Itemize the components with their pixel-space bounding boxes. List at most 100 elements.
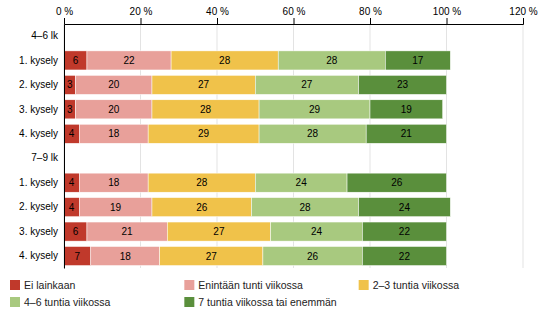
data-label: 17 [412, 55, 424, 66]
tick-label: 100 % [433, 6, 461, 17]
bar [385, 51, 450, 70]
data-label: 21 [401, 128, 413, 139]
x-tick: 0 % [56, 6, 73, 24]
y-tick: 7–9 lk [31, 152, 64, 163]
data-label: 28 [326, 55, 338, 66]
bar [64, 173, 79, 192]
tick-mark [217, 18, 218, 24]
x-tick: 40 % [206, 6, 229, 24]
y-tick: 4–6 lk [31, 30, 64, 41]
bar [251, 198, 358, 217]
tick-label: 7–9 lk [31, 152, 59, 163]
tick-label: 40 % [206, 6, 229, 17]
y-tick: 1. kysely [19, 55, 64, 66]
data-label: 28 [307, 128, 319, 139]
y-tick: 3. kysely [19, 226, 64, 237]
legend-swatch [10, 280, 20, 290]
bar [362, 246, 446, 265]
bar [167, 222, 270, 241]
data-label: 6 [73, 55, 79, 66]
bar [259, 100, 370, 119]
tick-label: 3. kysely [19, 104, 58, 115]
data-label: 20 [108, 79, 120, 90]
data-label: 26 [307, 251, 319, 262]
data-label: 7 [75, 251, 81, 262]
bar [64, 75, 75, 94]
grid-line [64, 24, 65, 268]
legend-swatch [359, 280, 369, 290]
bar [366, 124, 446, 143]
data-label: 18 [108, 128, 120, 139]
bar [152, 100, 259, 119]
bar [255, 75, 358, 94]
tick-label: 1. kysely [19, 55, 58, 66]
data-label: 19 [401, 104, 413, 115]
tick-mark [370, 18, 371, 24]
tick-label: 80 % [359, 6, 382, 17]
x-tick: 120 % [509, 6, 537, 24]
tick-label: 0 % [56, 6, 73, 17]
tick-label: 1. kysely [19, 177, 58, 188]
legend-item: Ei lainkaan [10, 279, 76, 291]
tick-mark [141, 18, 142, 24]
data-label: 4 [69, 177, 75, 188]
data-label: 6 [73, 226, 79, 237]
legend-item: Enintään tunti viikossa [184, 279, 303, 291]
data-label: 19 [110, 202, 122, 213]
data-label: 26 [196, 202, 208, 213]
legend-swatch [10, 297, 20, 307]
tick-mark [64, 18, 65, 24]
data-label: 28 [196, 177, 208, 188]
bar [91, 246, 160, 265]
data-label: 28 [200, 104, 212, 115]
x-tick: 80 % [359, 6, 382, 24]
data-label: 21 [122, 226, 134, 237]
tick-label: 60 % [283, 6, 306, 17]
legend-label: 2–3 tuntia viikossa [373, 279, 460, 291]
plot: 6222828173202727233202829194182928214182… [19, 6, 538, 269]
data-label: 26 [391, 177, 403, 188]
legend-item: 7 tuntia viikossa tai enemmän [184, 296, 336, 308]
legend-label: 4–6 tuntia viikossa [24, 296, 111, 308]
bar [64, 100, 75, 119]
bar [263, 246, 362, 265]
x-tick: 20 % [130, 6, 153, 24]
tick-label: 120 % [509, 6, 537, 17]
bars [64, 51, 450, 266]
data-label: 22 [399, 226, 411, 237]
data-label: 3 [67, 104, 73, 115]
y-tick: 2. kysely [19, 79, 64, 90]
bar [171, 51, 278, 70]
legend-swatch [184, 280, 194, 290]
bar [87, 222, 167, 241]
tick-label: 2. kysely [19, 201, 58, 212]
data-label: 22 [399, 251, 411, 262]
tick-label: 3. kysely [19, 226, 58, 237]
bar [87, 51, 171, 70]
data-label: 24 [399, 202, 411, 213]
bar [359, 75, 447, 94]
bar [148, 124, 259, 143]
tick-label: 4. kysely [19, 250, 58, 261]
bar [79, 173, 148, 192]
y-tick: 4. kysely [19, 128, 64, 139]
bar [64, 51, 87, 70]
axis-domain [65, 18, 524, 25]
y-axis: 4–6 lk 1. kysely 2. kysely 3. kysely 4. kyse… [19, 25, 64, 269]
data-label: 18 [120, 251, 132, 262]
data-label: 28 [299, 202, 311, 213]
legend-swatch [184, 297, 194, 307]
y-tick: 4. kysely [19, 250, 64, 261]
tick-label: 20 % [130, 6, 153, 17]
bar [347, 173, 446, 192]
y-tick: 3. kysely [19, 104, 64, 115]
tick-mark [447, 18, 448, 24]
bar [64, 124, 79, 143]
bar [64, 246, 91, 265]
grid-line [523, 24, 524, 268]
data-label: 28 [219, 55, 231, 66]
legend-label: Ei lainkaan [24, 279, 76, 291]
data-label: 22 [123, 55, 135, 66]
bar [370, 100, 443, 119]
legend-label: Enintään tunti viikossa [198, 279, 303, 291]
